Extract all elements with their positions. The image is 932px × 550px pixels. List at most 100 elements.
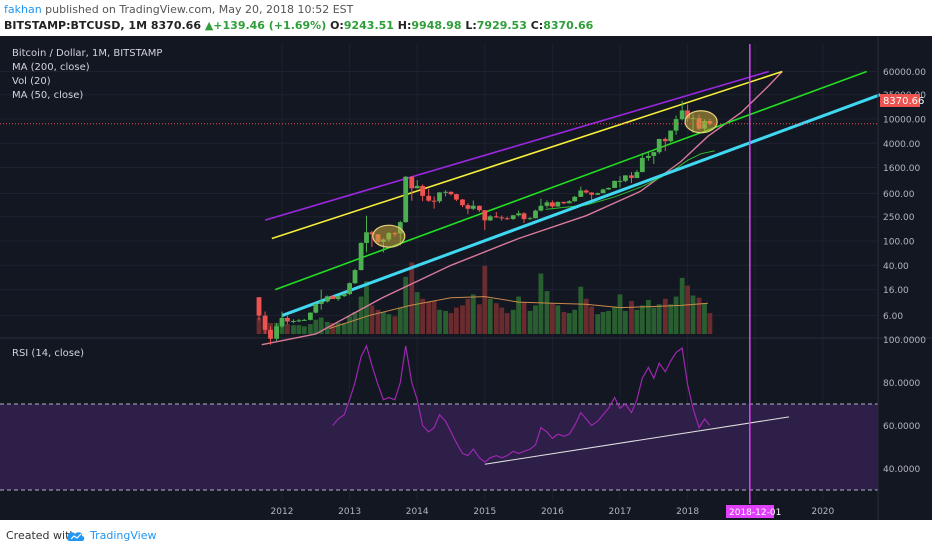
chart-area[interactable]: 60000.0025000.0010000.004000.001600.0060… bbox=[0, 36, 932, 520]
volume-bar bbox=[465, 298, 471, 334]
volume-bars bbox=[256, 262, 713, 334]
volume-ma bbox=[329, 296, 708, 329]
purple-channel-line bbox=[264, 70, 769, 221]
date-tag-box bbox=[726, 505, 774, 518]
volume-bar bbox=[381, 312, 386, 334]
volume-bar bbox=[521, 302, 527, 334]
volume-bar bbox=[645, 299, 651, 334]
volume-bar bbox=[256, 317, 262, 334]
candle-body bbox=[600, 189, 606, 194]
volume-bar bbox=[364, 281, 369, 334]
candle-body bbox=[448, 191, 454, 195]
candle-body bbox=[583, 190, 589, 193]
candle-body bbox=[431, 200, 437, 202]
close-value: 8370.66 bbox=[543, 19, 594, 32]
candle-body bbox=[256, 297, 262, 316]
legend-vol: Vol (20) bbox=[12, 76, 51, 87]
volume-bar bbox=[612, 306, 617, 334]
price-tick-label: 10000.00 bbox=[883, 115, 926, 125]
candle-body bbox=[324, 296, 330, 302]
legend-ma200: MA (200, close) bbox=[12, 62, 90, 73]
volume-bar bbox=[544, 291, 550, 334]
volume-bar bbox=[307, 324, 313, 334]
volume-bar bbox=[504, 313, 510, 334]
volume-bar bbox=[392, 316, 398, 334]
highlight-circle bbox=[372, 224, 406, 248]
tradingview-brand-link[interactable]: TradingView bbox=[90, 529, 157, 542]
volume-bar bbox=[358, 296, 364, 334]
volume-bar bbox=[301, 326, 307, 334]
volume-bar bbox=[679, 277, 685, 334]
tradingview-cloud-icon bbox=[66, 528, 86, 547]
candle-body bbox=[516, 213, 521, 216]
volume-bar bbox=[493, 303, 499, 334]
volume-bar bbox=[707, 313, 713, 334]
candle-body bbox=[662, 138, 668, 142]
price-tick-label: 4000.00 bbox=[883, 140, 920, 150]
candle-body bbox=[330, 296, 336, 300]
volume-bar bbox=[572, 309, 578, 334]
volume-bar bbox=[476, 304, 482, 334]
volume-bar bbox=[482, 265, 488, 334]
candle-body bbox=[527, 218, 533, 220]
volume-bar bbox=[685, 285, 690, 334]
volume-bar bbox=[409, 262, 415, 334]
candle-body bbox=[606, 187, 611, 190]
candle-body bbox=[685, 110, 690, 119]
volume-bar bbox=[550, 303, 555, 334]
high-value: 9948.98 bbox=[411, 19, 462, 32]
volume-bar bbox=[341, 323, 347, 334]
trendlines bbox=[264, 70, 881, 317]
candle-body bbox=[623, 175, 628, 181]
candle-body bbox=[460, 199, 465, 206]
rsi-band bbox=[0, 404, 878, 490]
volume-bar bbox=[335, 323, 341, 334]
candle-body bbox=[470, 205, 476, 209]
price-tick-label: 250.00 bbox=[883, 213, 915, 223]
green-channel-line bbox=[274, 70, 868, 291]
open-label: O: bbox=[330, 19, 344, 32]
price-chart-svg[interactable]: 60000.0025000.0010000.004000.001600.0060… bbox=[0, 36, 932, 520]
volume-bar bbox=[448, 313, 454, 334]
candle-body bbox=[612, 180, 617, 188]
volume-bar bbox=[460, 305, 465, 334]
volume-bar bbox=[566, 313, 572, 334]
candle-body bbox=[510, 215, 516, 219]
candle-body bbox=[279, 317, 285, 327]
candle-body bbox=[499, 217, 505, 219]
low-value: 7929.53 bbox=[476, 19, 527, 32]
rsi-pane bbox=[0, 344, 878, 491]
x-tick-label: 2013 bbox=[338, 507, 361, 517]
volume-ma-line bbox=[329, 296, 708, 329]
volume-bar bbox=[516, 296, 521, 334]
candle-body bbox=[347, 283, 352, 295]
volume-bar bbox=[561, 312, 567, 334]
author-link[interactable]: fakhan bbox=[4, 3, 42, 16]
price-tick-label: 100.00 bbox=[883, 238, 915, 248]
candle-body bbox=[465, 205, 471, 209]
volume-bar bbox=[578, 286, 584, 334]
price-tick-label: 1600.00 bbox=[883, 164, 920, 174]
candle-body bbox=[420, 185, 426, 196]
volume-bar bbox=[347, 316, 352, 334]
candle-body bbox=[533, 210, 538, 219]
volume-bar bbox=[662, 298, 668, 334]
candle-body bbox=[443, 191, 448, 193]
created-with-label: Created with bbox=[6, 529, 77, 542]
candle-body bbox=[268, 329, 273, 339]
chart-header: fakhan published on TradingView.com, May… bbox=[0, 0, 932, 36]
open-value: 9243.51 bbox=[343, 19, 394, 32]
volume-bar bbox=[538, 273, 544, 334]
candle-body bbox=[397, 222, 403, 234]
volume-bar bbox=[330, 323, 336, 334]
x-tick-label: 2014 bbox=[406, 507, 429, 517]
volume-bar bbox=[651, 307, 657, 334]
candle-body bbox=[493, 216, 499, 218]
candle-body bbox=[645, 155, 651, 158]
candle-body bbox=[550, 202, 555, 207]
rsi-trendline bbox=[484, 416, 790, 465]
candle-body bbox=[291, 320, 296, 322]
price-tag-box bbox=[880, 94, 920, 107]
price-change: +139.46 (+1.69%) bbox=[213, 19, 327, 32]
legend-ma50: MA (50, close) bbox=[12, 90, 83, 101]
